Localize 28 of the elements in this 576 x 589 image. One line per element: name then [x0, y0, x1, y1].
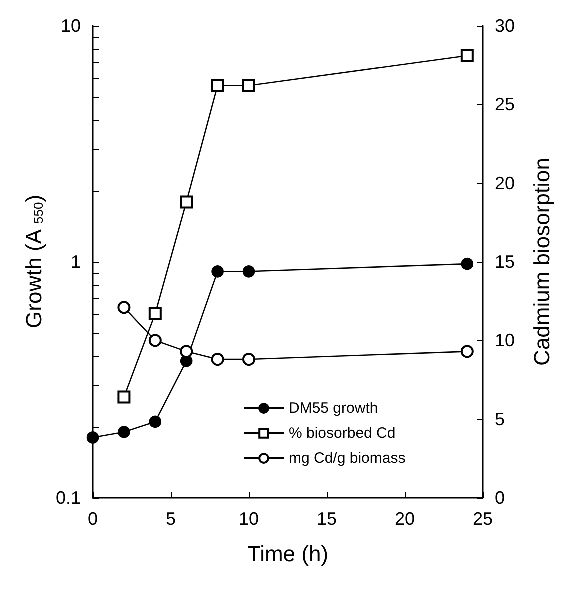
legend-label: DM55 growth [289, 400, 378, 417]
x-tick-label: 15 [316, 509, 338, 529]
x-tick-label: 20 [394, 509, 416, 529]
y2-tick-label: 10 [495, 330, 516, 351]
y-tick-label: 1 [70, 252, 81, 272]
y-tick-label: 0.1 [56, 488, 81, 508]
point [461, 258, 474, 270]
x-tick-label: 25 [472, 509, 494, 529]
point [118, 426, 130, 438]
y2-tick-label: 25 [495, 94, 516, 115]
y-tick-label: 10 [60, 16, 81, 36]
y2-tick-label: 0 [495, 488, 506, 508]
y2-tick-label: 5 [495, 409, 506, 430]
y2-tick-label: 30 [495, 16, 516, 36]
legend-label: % biosorbed Cd [289, 425, 396, 442]
y2-axis-title: Cadmium biosorption [530, 158, 554, 366]
y2-tick-label: 20 [495, 173, 516, 194]
point [242, 266, 256, 278]
y-axis-title: Growth (A 550) [22, 194, 46, 328]
point [212, 266, 224, 278]
point [86, 432, 100, 444]
y2-tick-label: 15 [495, 252, 516, 272]
x-tick-label: 10 [238, 509, 260, 529]
point [149, 416, 162, 428]
legend-label: mg Cd/g biomass [289, 450, 406, 467]
x-tick-label: 5 [166, 509, 176, 529]
x-tick-label: 0 [88, 509, 98, 529]
x-axis-title: Time (h) [247, 542, 329, 566]
